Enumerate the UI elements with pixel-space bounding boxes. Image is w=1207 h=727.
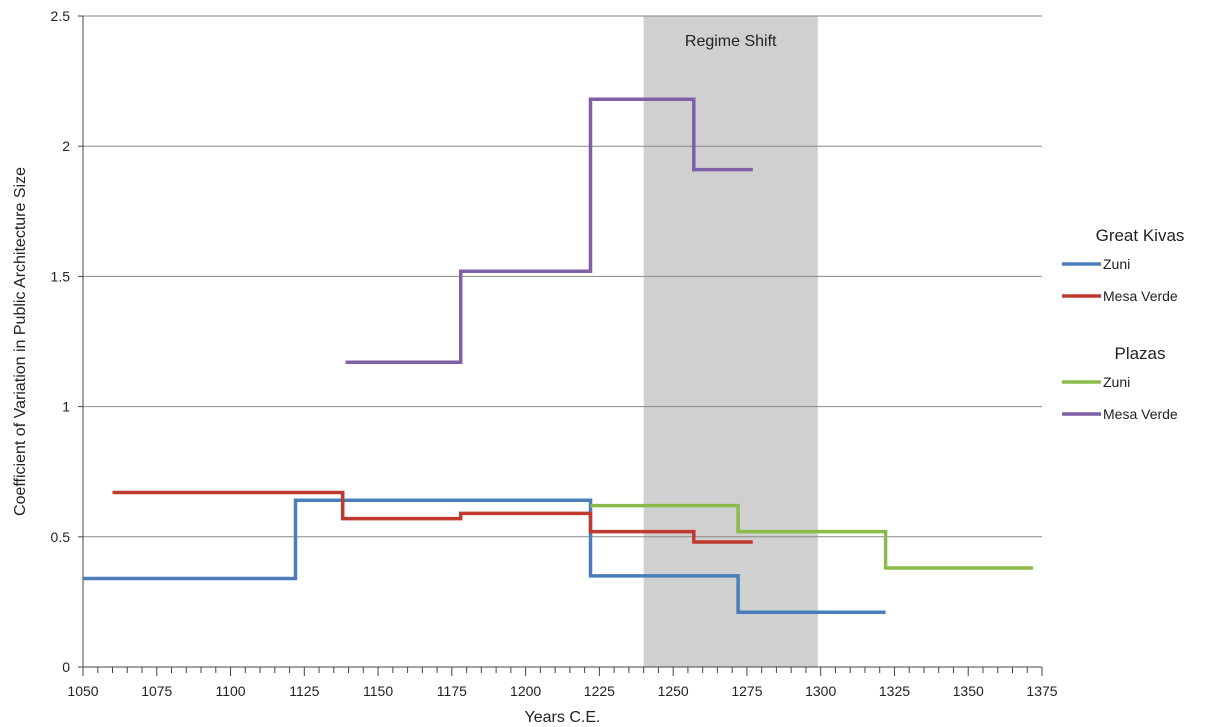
legend-item-label: Mesa Verde [1103,406,1178,422]
legend-item-label: Zuni [1103,256,1130,272]
x-tick-label: 1050 [67,683,98,699]
regime-shift-label: Regime Shift [685,33,777,50]
x-axis-title: Years C.E. [525,709,601,726]
x-tick-label: 1150 [363,683,393,699]
legend-group-title: Great Kivas [1096,226,1185,245]
series-line-plazas-zuni [590,503,1034,570]
regime-shift-band [643,16,818,667]
x-tick-label: 1175 [437,683,467,699]
series-line-plazas-mesa-verde [345,97,753,365]
series-line-great-kivas-zuni [83,498,886,615]
legend-item-label: Mesa Verde [1103,288,1178,304]
x-tick-label: 1375 [1026,683,1057,699]
x-tick-label: 1225 [584,683,615,699]
y-tick-label: 0 [62,659,70,675]
y-tick-label: 0.5 [51,529,71,545]
x-tick-label: 1325 [879,683,910,699]
y-tick-label: 2 [62,138,70,154]
legend-item-label: Zuni [1103,374,1130,390]
x-tick-label: 1200 [510,683,541,699]
x-tick-label: 1275 [731,683,762,699]
x-tick-label: 1250 [658,683,689,699]
legend-group-title: Plazas [1114,344,1165,363]
x-tick-label: 1350 [953,683,984,699]
x-tick-label: 1100 [215,683,245,699]
series-line-great-kivas-mesa-verde [112,490,753,544]
x-tick-label: 1075 [141,683,172,699]
y-tick-label: 2.5 [51,8,71,24]
y-tick-label: 1 [62,399,70,415]
y-axis-title: Coefficient of Variation in Public Archi… [12,167,29,516]
x-tick-label: 1300 [805,683,836,699]
x-tick-label: 1125 [289,683,319,699]
y-tick-label: 1.5 [51,268,71,284]
